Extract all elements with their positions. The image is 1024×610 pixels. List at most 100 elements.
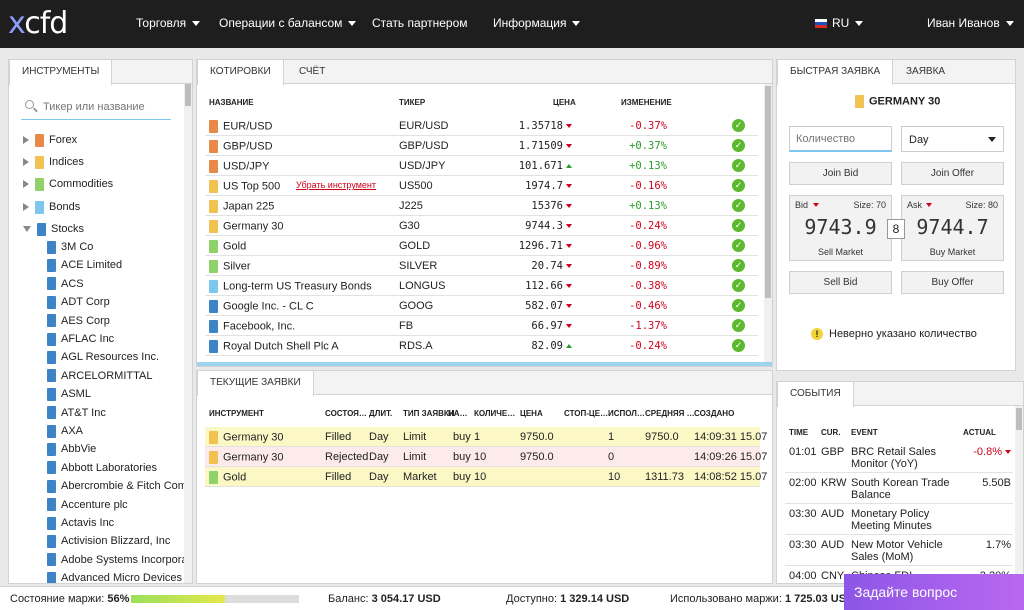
check-icon[interactable]: ✓ xyxy=(732,279,745,292)
nav-balance-operations[interactable]: Операции с балансом xyxy=(219,16,357,30)
stock-item[interactable]: Actavis Inc xyxy=(47,514,185,532)
check-icon[interactable]: ✓ xyxy=(732,259,745,272)
check-icon[interactable]: ✓ xyxy=(732,339,745,352)
stock-item[interactable]: Adobe Systems Incorpora xyxy=(47,551,185,569)
stock-item[interactable]: AXA xyxy=(47,422,185,440)
tab-events[interactable]: СОБЫТИЯ xyxy=(777,382,854,407)
arrow-down-icon xyxy=(566,204,572,208)
check-icon[interactable]: ✓ xyxy=(732,219,745,232)
ask-question-button[interactable]: Задайте вопрос xyxy=(844,574,1024,610)
category-commodities[interactable]: Commodities xyxy=(23,175,113,193)
stock-item[interactable]: ACS xyxy=(47,275,185,293)
stock-item[interactable]: Abercrombie & Fitch Com xyxy=(47,477,185,495)
stock-item[interactable]: Abbott Laboratories xyxy=(47,459,185,477)
event-row[interactable]: 03:30 AUD New Motor Vehicle Sales (MoM) 1.7… xyxy=(785,535,1013,566)
order-row[interactable]: Gold Filled Day Market buy 10 10 1311.73 14:08:5… xyxy=(205,467,767,487)
quotes-scrollbar[interactable] xyxy=(764,84,772,366)
quote-row[interactable]: Silver SILVER 20.74 -0.89% ✓ xyxy=(205,256,758,276)
stock-color-icon xyxy=(47,424,56,438)
quote-row[interactable]: USD/JPY USD/JPY 101.671 +0.13% ✓ xyxy=(205,156,758,176)
stock-item[interactable]: ADT Corp xyxy=(47,293,185,311)
tab-quotes[interactable]: КОТИРОВКИ xyxy=(197,60,284,85)
event-row[interactable]: 01:01 GBP BRC Retail Sales Monitor (YoY) -0… xyxy=(785,442,1013,473)
tab-order[interactable]: ЗАЯВКА xyxy=(906,66,946,77)
quote-name-text: Gold xyxy=(223,240,247,253)
quote-row[interactable]: Facebook, Inc. FB 66.97 -1.37% ✓ xyxy=(205,316,758,336)
quote-row[interactable]: Germany 30 G30 9744.3 -0.24% ✓ xyxy=(205,216,758,236)
event-row[interactable]: 02:00 KRW South Korean Trade Balance 5.50B xyxy=(785,473,1013,504)
check-icon[interactable]: ✓ xyxy=(732,299,745,312)
remove-instrument-link[interactable]: Убрать инструмент xyxy=(296,180,377,190)
buy-offer-button[interactable]: Buy Offer xyxy=(901,271,1004,294)
stock-item[interactable]: ACE Limited xyxy=(47,256,185,274)
stock-item[interactable]: AbbVie xyxy=(47,440,185,458)
stock-color-icon xyxy=(47,240,56,254)
nav-information[interactable]: Информация xyxy=(493,16,581,30)
arrow-up-icon xyxy=(566,344,572,348)
category-forex[interactable]: Forex xyxy=(23,131,77,149)
event-currency: GBP xyxy=(821,446,845,458)
join-offer-button[interactable]: Join Offer xyxy=(901,162,1004,185)
quote-name: Facebook, Inc. xyxy=(209,320,295,333)
check-icon[interactable]: ✓ xyxy=(732,139,745,152)
quote-row[interactable]: US Top 500 US500 1974.7 -0.16% ✓ xyxy=(205,176,758,196)
stock-item[interactable]: Accenture plc xyxy=(47,496,185,514)
quote-row[interactable]: Long-term US Treasury Bonds LONGUS 112.66 -… xyxy=(205,276,758,296)
stock-item[interactable]: AGL Resources Inc. xyxy=(47,348,185,366)
sell-bid-button[interactable]: Sell Bid xyxy=(789,271,892,294)
chevron-down-icon xyxy=(23,226,31,233)
category-indices[interactable]: Indices xyxy=(23,153,84,171)
tab-current-orders[interactable]: ТЕКУЩИЕ ЗАЯВКИ xyxy=(197,371,314,396)
quote-row[interactable]: Google Inc. - CL C GOOG 582.07 -0.46% ✓ xyxy=(205,296,758,316)
stock-item[interactable]: Activision Blizzard, Inc xyxy=(47,532,185,550)
quote-row[interactable]: Japan 225 J225 15376 +0.13% ✓ xyxy=(205,196,758,216)
event-row[interactable]: 03:30 AUD Monetary Policy Meeting Minutes xyxy=(785,504,1013,535)
category-bonds[interactable]: Bonds xyxy=(23,198,80,216)
instrument-color-icon xyxy=(209,200,218,213)
sell-market-button[interactable]: Bid Size: 70 9743.9 Sell Market xyxy=(789,195,892,261)
nav-become-partner[interactable]: Стать партнером xyxy=(372,16,468,30)
category-stocks[interactable]: Stocks xyxy=(23,220,84,238)
scroll-thumb[interactable] xyxy=(185,84,191,106)
stock-item[interactable]: AT&T Inc xyxy=(47,404,185,422)
quote-row[interactable]: GBP/USD GBP/USD 1.71509 +0.37% ✓ xyxy=(205,136,758,156)
check-icon[interactable]: ✓ xyxy=(732,319,745,332)
warning-message: ! Неверно указано количество xyxy=(811,328,977,341)
check-icon[interactable]: ✓ xyxy=(732,179,745,192)
quote-row[interactable]: EUR/USD EUR/USD 1.35718 -0.37% ✓ xyxy=(205,116,758,136)
order-row[interactable]: Germany 30 Rejected Day Limit buy 10 9750.0 0 14… xyxy=(205,447,767,467)
language-selector[interactable]: RU xyxy=(815,16,864,30)
buy-market-button[interactable]: Ask Size: 80 9744.7 Buy Market xyxy=(901,195,1004,261)
nav-trading[interactable]: Торговля xyxy=(136,16,201,30)
stock-item[interactable]: Advanced Micro Devices xyxy=(47,569,185,583)
instrument-color-icon xyxy=(209,260,218,273)
horizontal-scrollbar[interactable] xyxy=(197,362,772,366)
search-box[interactable] xyxy=(21,94,171,120)
stock-item[interactable]: ASML xyxy=(47,385,185,403)
tab-instruments[interactable]: ИНСТРУМЕНТЫ xyxy=(9,60,113,85)
check-icon[interactable]: ✓ xyxy=(732,199,745,212)
tab-account[interactable]: СЧЁТ xyxy=(299,66,326,77)
events-scrollbar[interactable] xyxy=(1015,406,1023,583)
scroll-thumb[interactable] xyxy=(1016,408,1022,430)
quote-row[interactable]: Gold GOLD 1296.71 -0.96% ✓ xyxy=(205,236,758,256)
check-icon[interactable]: ✓ xyxy=(732,119,745,132)
duration-select[interactable]: Day xyxy=(901,126,1004,152)
scroll-thumb[interactable] xyxy=(765,86,771,298)
logo[interactable]: xcfd xyxy=(8,6,68,41)
quote-row[interactable]: Royal Dutch Shell Plc A RDS.A 82.09 -0.24% ✓ xyxy=(205,336,758,356)
user-menu[interactable]: Иван Иванов xyxy=(927,16,1014,30)
event-actual-text: 5.50B xyxy=(982,477,1011,489)
quantity-input[interactable] xyxy=(789,126,892,152)
check-icon[interactable]: ✓ xyxy=(732,159,745,172)
stock-item[interactable]: 3M Co xyxy=(47,238,185,256)
instruments-scrollbar[interactable] xyxy=(184,84,192,583)
stock-item[interactable]: AES Corp xyxy=(47,312,185,330)
stock-item[interactable]: ARCELORMITTAL xyxy=(47,367,185,385)
search-input[interactable] xyxy=(43,98,167,116)
stock-item[interactable]: AFLAC Inc xyxy=(47,330,185,348)
order-row[interactable]: Germany 30 Filled Day Limit buy 1 9750.0 1 9750.… xyxy=(205,427,767,447)
tab-quick-order[interactable]: БЫСТРАЯ ЗАЯВКА xyxy=(777,60,894,85)
join-bid-button[interactable]: Join Bid xyxy=(789,162,892,185)
check-icon[interactable]: ✓ xyxy=(732,239,745,252)
